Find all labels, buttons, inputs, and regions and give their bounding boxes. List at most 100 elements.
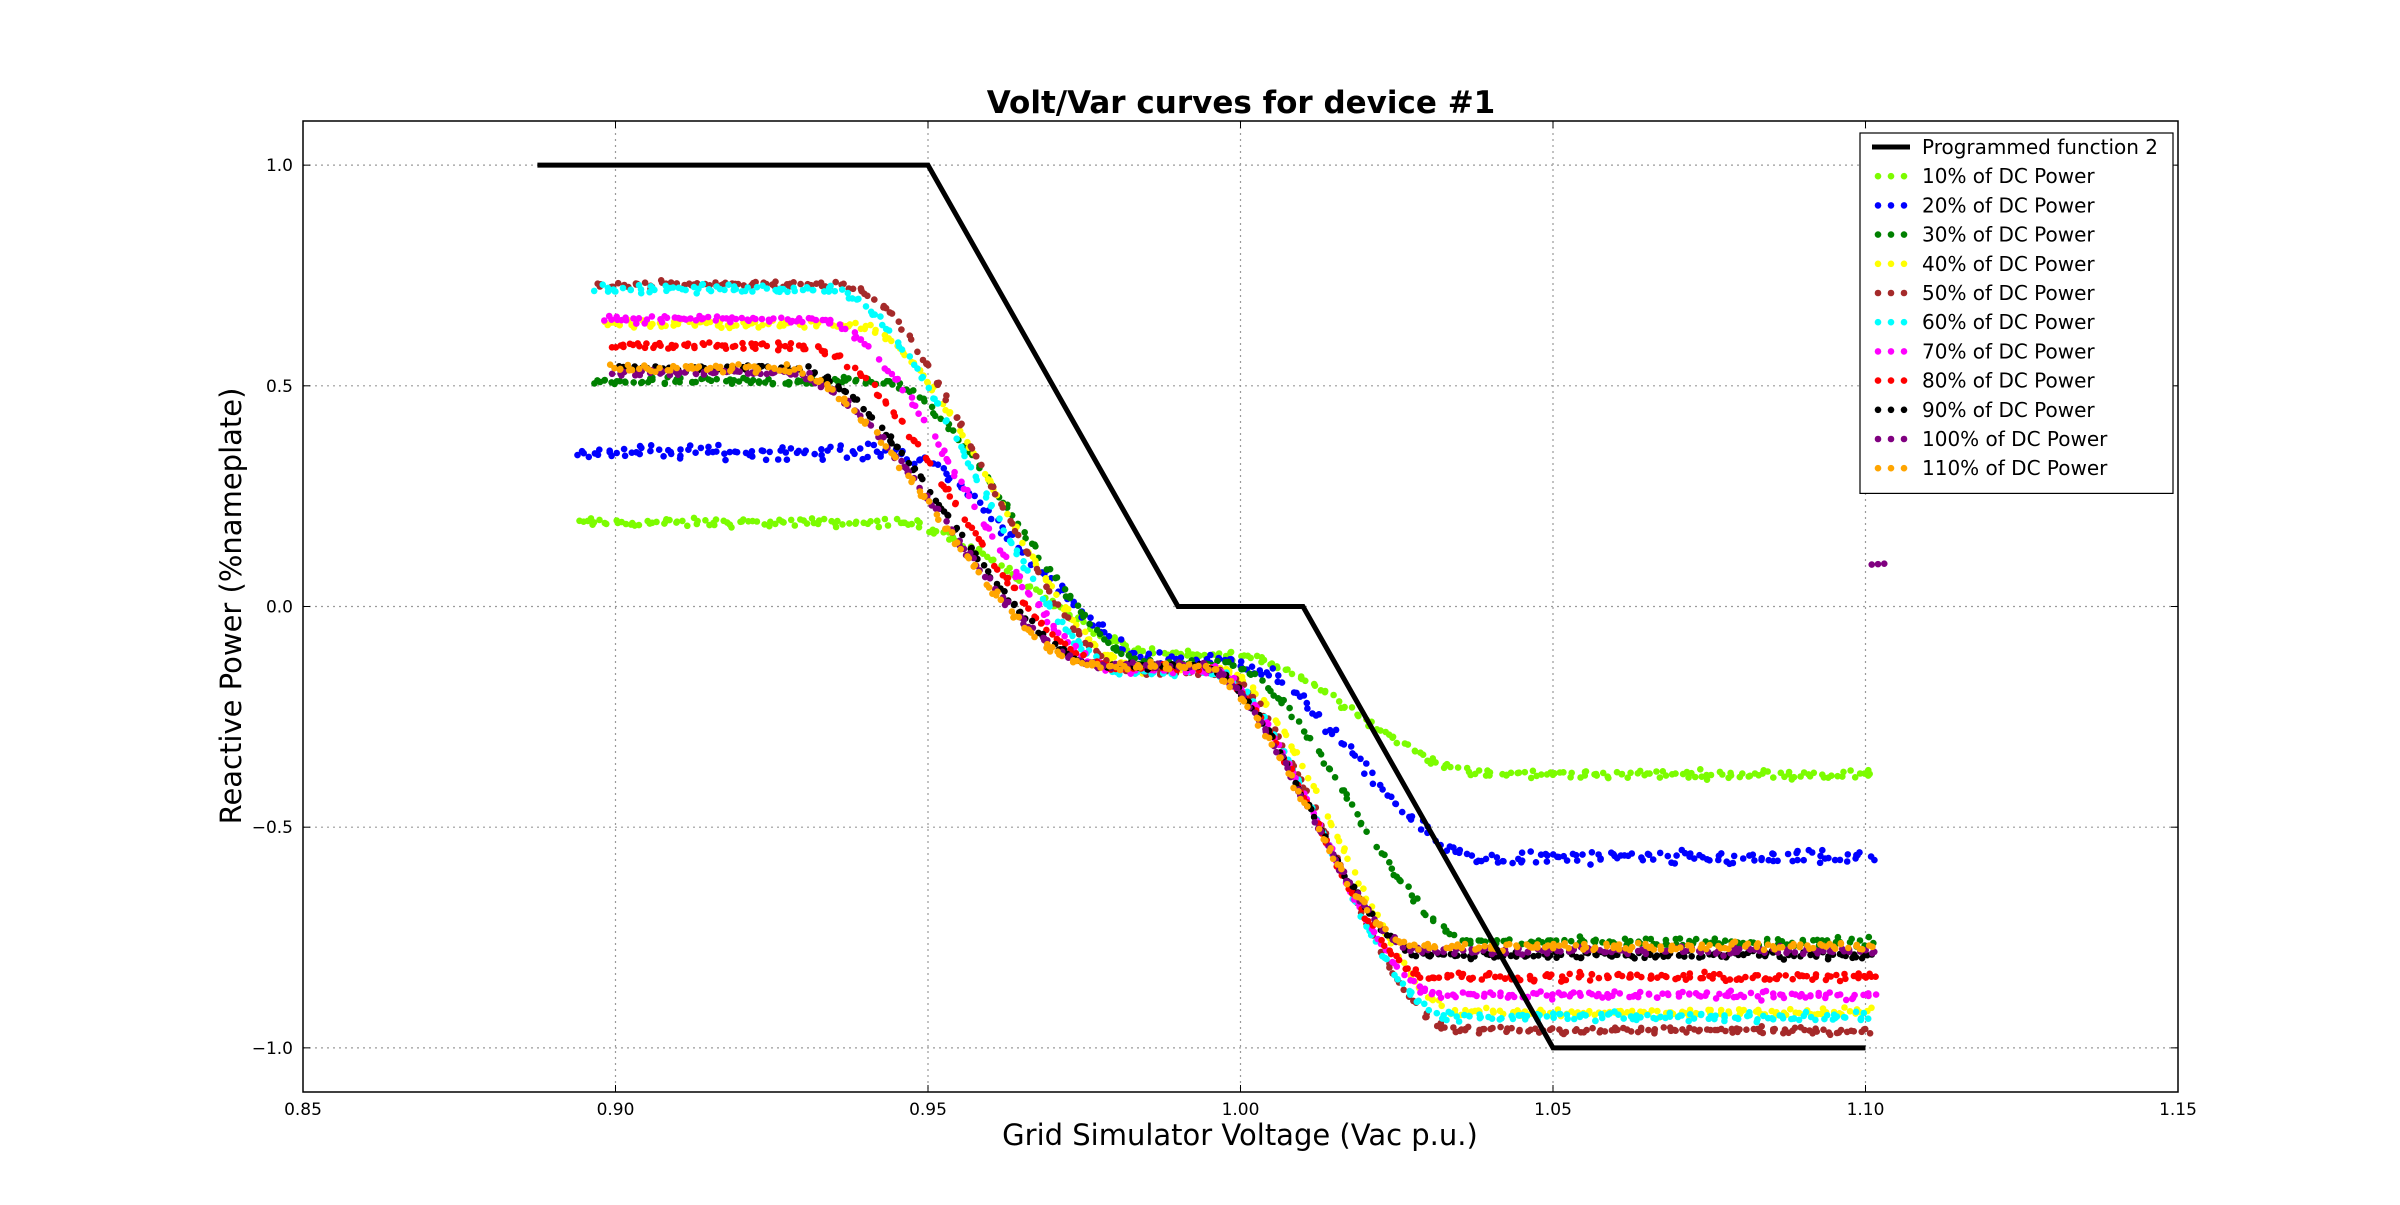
data-point	[1527, 774, 1535, 782]
data-point	[1809, 944, 1817, 952]
data-point	[909, 475, 916, 483]
data-point	[1244, 652, 1252, 660]
data-point	[1460, 952, 1468, 959]
data-point	[874, 429, 881, 436]
data-point	[1662, 941, 1669, 948]
data-point	[1024, 583, 1031, 591]
data-point	[1543, 992, 1551, 999]
data-point	[864, 292, 871, 300]
data-point	[805, 363, 812, 370]
data-point	[1025, 605, 1032, 612]
data-point	[1389, 733, 1397, 741]
data-point	[713, 343, 720, 350]
data-point	[772, 278, 779, 286]
data-point	[1614, 1026, 1621, 1034]
data-point	[967, 463, 975, 471]
legend-swatch-dot	[1900, 289, 1908, 297]
data-point	[1572, 851, 1580, 859]
data-point	[744, 284, 751, 291]
data-point	[1645, 851, 1653, 859]
data-point	[1408, 813, 1416, 820]
data-point	[1303, 699, 1311, 707]
data-point	[1550, 1014, 1557, 1022]
data-point	[673, 519, 680, 526]
data-point	[1566, 970, 1573, 978]
data-point	[875, 523, 883, 531]
data-point	[895, 318, 903, 326]
data-point	[1637, 1014, 1644, 1021]
data-point	[873, 517, 881, 525]
data-point	[1827, 973, 1834, 980]
data-point	[1059, 618, 1066, 626]
data-point	[1324, 813, 1332, 820]
data-point	[877, 450, 884, 458]
data-point	[1871, 856, 1878, 864]
data-point	[1018, 583, 1026, 591]
data-point	[1538, 771, 1545, 778]
data-point	[1354, 811, 1361, 818]
data-point	[851, 364, 859, 372]
data-point	[1855, 974, 1862, 982]
data-point	[940, 465, 948, 472]
data-point	[1275, 672, 1282, 679]
data-point	[1480, 993, 1488, 1000]
data-point	[712, 369, 719, 376]
data-point	[836, 352, 844, 359]
data-point	[1825, 854, 1832, 862]
data-point	[925, 384, 933, 392]
data-point	[1435, 974, 1443, 981]
data-point	[1638, 854, 1645, 861]
data-point	[1082, 628, 1089, 636]
data-point	[1666, 1013, 1674, 1020]
data-point	[1459, 970, 1467, 978]
data-point	[1587, 861, 1594, 868]
data-point	[704, 313, 712, 321]
legend-swatch-dot	[1887, 231, 1895, 238]
data-point	[867, 422, 875, 429]
data-point	[643, 340, 650, 347]
outlier-point	[1868, 561, 1876, 568]
data-point	[1718, 850, 1725, 857]
data-point	[627, 286, 634, 294]
data-point	[791, 287, 798, 295]
data-point	[1251, 670, 1259, 678]
data-point	[898, 346, 906, 353]
data-point	[1489, 991, 1497, 999]
data-point	[759, 321, 766, 329]
data-point	[1790, 773, 1798, 781]
data-point	[1729, 859, 1737, 867]
data-point	[890, 409, 897, 416]
legend-swatch-dot	[1887, 377, 1895, 384]
data-point	[1310, 680, 1318, 688]
data-point	[1256, 667, 1264, 674]
data-point	[916, 519, 923, 526]
data-point	[1299, 762, 1306, 770]
data-point	[1544, 852, 1551, 859]
data-point	[1716, 990, 1723, 998]
data-point	[660, 453, 667, 460]
data-point	[1136, 664, 1144, 671]
data-point	[608, 370, 616, 378]
data-point	[667, 279, 675, 286]
data-point	[1393, 963, 1401, 970]
data-point	[935, 441, 942, 448]
data-point	[1105, 639, 1112, 647]
data-point	[1118, 650, 1125, 658]
data-point	[1618, 770, 1626, 778]
data-point	[907, 336, 915, 343]
data-point	[1263, 669, 1271, 676]
data-point	[821, 348, 828, 355]
data-point	[1348, 801, 1356, 808]
data-point	[1775, 972, 1783, 979]
data-point	[1697, 766, 1704, 773]
legend-label: 60% of DC Power	[1922, 310, 2095, 334]
data-point	[1415, 946, 1422, 953]
data-point	[585, 453, 593, 461]
data-point	[1262, 725, 1269, 733]
data-point	[700, 341, 708, 349]
data-point	[776, 367, 783, 374]
data-point	[802, 345, 809, 353]
data-point	[1723, 858, 1730, 865]
data-point	[877, 313, 884, 320]
data-point	[1634, 939, 1642, 947]
